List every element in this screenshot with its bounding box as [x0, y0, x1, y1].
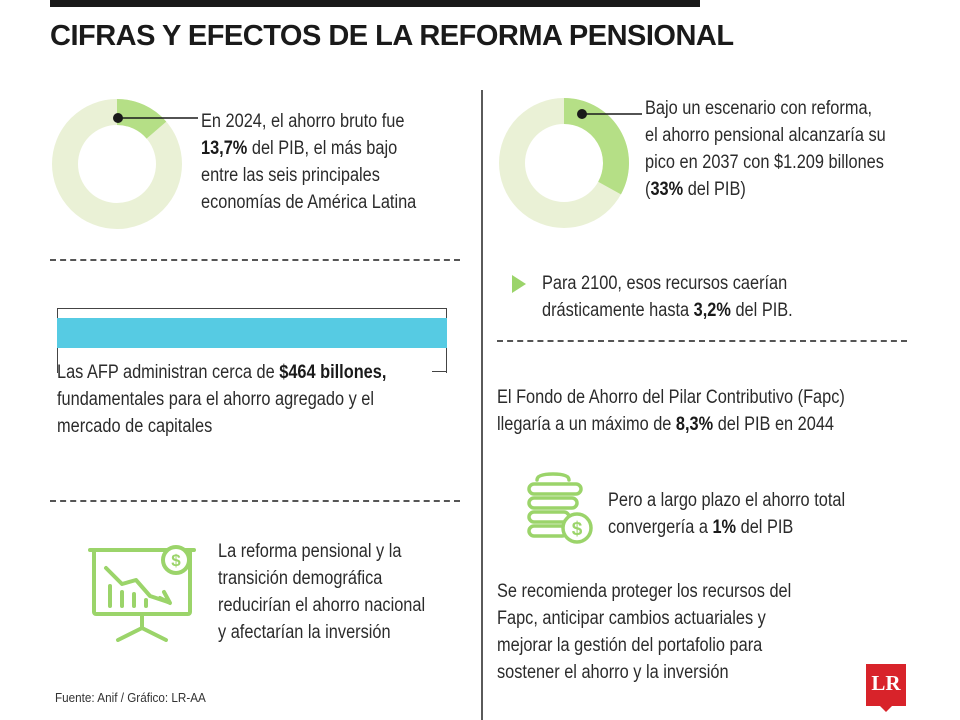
stat-text: La reforma pensional y la	[218, 541, 402, 562]
stat-fapc-peak: El Fondo de Ahorro del Pilar Contributiv…	[497, 384, 927, 438]
stat-text: Las AFP administran cerca de	[57, 362, 280, 383]
stat-text: Se recomienda proteger los recursos del	[497, 581, 792, 602]
callout-leader-1	[113, 113, 198, 123]
stat-long-term-convergence: Pero a largo plazo el ahorro total conve…	[608, 487, 918, 541]
stat-2100-decline: Para 2100, esos recursos caerían drástic…	[542, 270, 852, 324]
stat-text: Para 2100, esos recursos caerían	[542, 273, 788, 294]
stat-text: del PIB)	[683, 179, 746, 200]
stat-text: drásticamente hasta	[542, 300, 694, 321]
svg-text:$: $	[171, 551, 181, 570]
stat-savings-2024: En 2024, el ahorro bruto fue 13,7% del P…	[201, 108, 459, 216]
stat-text: pico en 2037 con $1.209 billones	[645, 152, 884, 173]
stat-text: y afectarían la inversión	[218, 622, 391, 643]
stat-text: llegaría a un máximo de	[497, 414, 676, 435]
stat-text: reducirían el ahorro nacional	[218, 595, 426, 616]
callout-leader-2	[577, 109, 642, 119]
stat-text: fundamentales para el ahorro agregado y …	[57, 389, 375, 410]
stat-value: 8,3%	[675, 414, 714, 435]
lr-logo: LR	[866, 664, 906, 706]
stat-text: entre las seis principales	[201, 165, 380, 186]
stat-value: $464 billones,	[279, 362, 387, 383]
column-divider	[481, 90, 483, 720]
stat-text: del PIB.	[730, 300, 793, 321]
stat-text: transición demográfica	[218, 568, 383, 589]
stat-value: 13,7%	[201, 138, 248, 159]
stat-text: del PIB en 2044	[713, 414, 835, 435]
coin-stack-icon: $	[527, 472, 593, 544]
savings-donut-chart	[52, 99, 182, 229]
stat-text: El Fondo de Ahorro del Pilar Contributiv…	[497, 387, 845, 408]
svg-text:$: $	[572, 519, 583, 540]
source-credit: Fuente: Anif / Gráfico: LR-AA	[55, 690, 206, 705]
afp-assets-bar	[57, 318, 447, 348]
stat-text: En 2024, el ahorro bruto fue	[201, 111, 405, 132]
bar-bracket-foot	[432, 371, 446, 372]
stat-text: sostener el ahorro y la inversión	[497, 662, 729, 683]
stat-value: 33%	[650, 179, 684, 200]
section-divider	[50, 500, 460, 502]
donut-slice-savings	[116, 99, 167, 140]
stat-value: 3,2%	[693, 300, 731, 321]
declining-chart-presentation-icon: $	[88, 545, 196, 642]
stat-text: Fapc, anticipar cambios actuariales y	[497, 608, 766, 629]
stat-text: Bajo un escenario con reforma,	[645, 98, 873, 119]
stat-text: el ahorro pensional alcanzaría su	[645, 125, 886, 146]
stat-text: Pero a largo plazo el ahorro total	[608, 490, 846, 511]
stat-text: mejorar la gestión del portafolio para	[497, 635, 763, 656]
stat-text: economías de América Latina	[201, 192, 417, 213]
donut-slice-pension	[563, 98, 629, 195]
stat-reform-effects: La reforma pensional y la transición dem…	[218, 538, 476, 646]
stat-text: del PIB, el más bajo	[247, 138, 398, 159]
play-arrow-icon	[512, 275, 526, 293]
section-divider	[50, 259, 460, 261]
stat-pension-peak: Bajo un escenario con reforma, el ahorro…	[645, 95, 920, 203]
lr-logo-tail	[878, 704, 894, 712]
stat-text: del PIB	[736, 517, 794, 538]
top-rule	[50, 0, 700, 7]
stat-text: (	[645, 179, 651, 200]
stat-recommendations: Se recomienda proteger los recursos del …	[497, 578, 858, 686]
stat-text: convergería a	[608, 517, 713, 538]
section-divider	[497, 340, 907, 342]
stat-text: mercado de capitales	[57, 416, 213, 437]
stat-afp-assets: Las AFP administran cerca de $464 billon…	[57, 359, 453, 440]
page-title: CIFRAS Y EFECTOS DE LA REFORMA PENSIONAL	[50, 20, 734, 52]
stat-value: 1%	[712, 517, 737, 538]
